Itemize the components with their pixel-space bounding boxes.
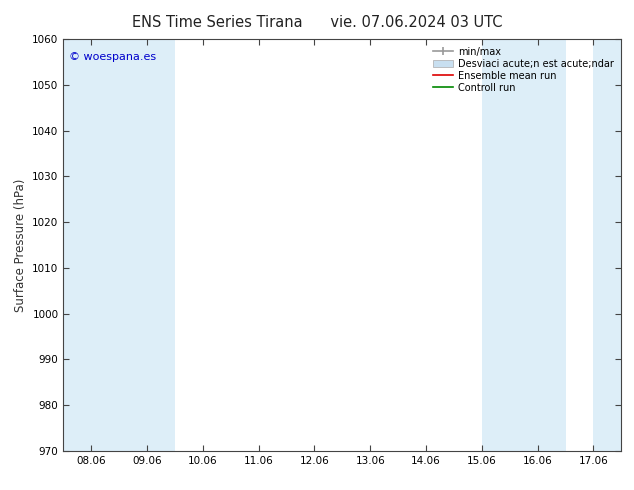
Bar <box>63 39 175 451</box>
Text: ENS Time Series Tirana      vie. 07.06.2024 03 UTC: ENS Time Series Tirana vie. 07.06.2024 0… <box>132 15 502 30</box>
Y-axis label: Surface Pressure (hPa): Surface Pressure (hPa) <box>14 178 27 312</box>
Bar <box>482 39 566 451</box>
Legend: min/max, Desviaci acute;n est acute;ndar, Ensemble mean run, Controll run: min/max, Desviaci acute;n est acute;ndar… <box>430 44 616 96</box>
Text: © woespana.es: © woespana.es <box>69 51 156 62</box>
Bar <box>593 39 621 451</box>
